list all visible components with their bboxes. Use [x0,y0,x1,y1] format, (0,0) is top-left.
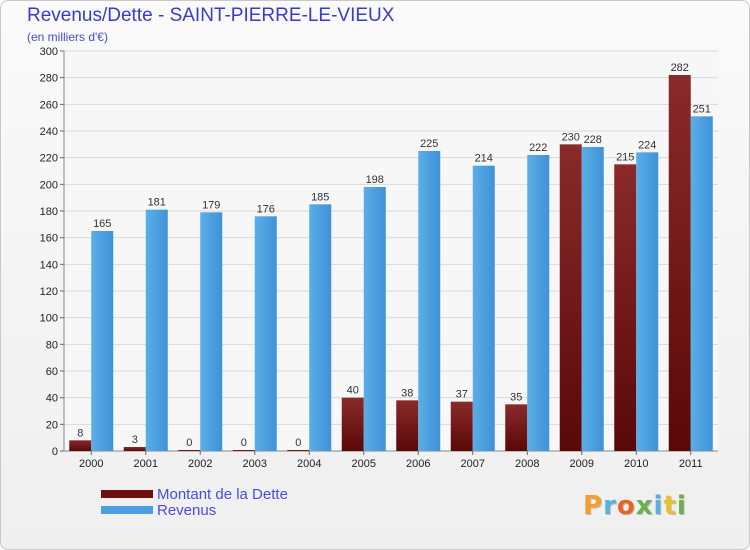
y-tick-label: 240 [40,126,58,138]
bar-revenus [91,231,114,451]
data-label: 181 [148,197,166,209]
data-label: 198 [366,174,384,186]
bar-revenus [636,152,659,452]
data-label: 230 [562,131,580,143]
y-tick-label: 260 [40,99,58,111]
data-label: 38 [401,387,413,399]
x-tick-label: 2006 [406,458,430,470]
bar-dette [505,404,528,451]
legend-swatch-revenus [101,506,153,514]
bar-revenus [363,187,386,451]
data-label: 225 [420,138,438,150]
y-tick-label: 0 [52,446,58,458]
x-tick-label: 2008 [515,458,539,470]
bar-dette [341,397,364,451]
logo-letter: i [653,491,664,521]
data-label: 37 [456,389,468,401]
bar-dette [232,450,255,451]
bar-revenus [527,155,550,451]
bar-revenus [690,116,713,451]
bar-revenus [418,151,441,451]
y-tick-label: 60 [46,366,58,378]
data-label: 179 [202,199,220,211]
data-label: 224 [638,139,656,151]
bar-dette [178,450,201,451]
bar-revenus [581,147,604,451]
legend-label-dette: Montant de la Dette [157,486,288,503]
data-label: 176 [257,203,275,215]
logo-letter: t [663,491,677,521]
bar-dette [614,164,637,452]
x-tick-label: 2003 [243,458,267,470]
data-label: 0 [186,437,192,449]
data-label: 282 [671,62,689,74]
x-tick-label: 2001 [134,458,158,470]
legend-label-revenus: Revenus [157,502,217,519]
y-tick-label: 100 [40,313,58,325]
bar-dette [668,75,691,451]
bar-dette [123,447,146,451]
data-label: 215 [616,151,634,163]
data-label: 3 [132,434,138,446]
x-tick-label: 2009 [570,458,594,470]
data-label: 8 [77,427,83,439]
x-tick-label: 2002 [188,458,212,470]
bar-revenus [472,165,495,451]
bar-dette [396,400,419,451]
y-tick-label: 20 [46,419,58,431]
data-label: 228 [584,134,602,146]
logo-letter: o [616,491,636,521]
data-label: 214 [475,153,493,165]
y-tick-label: 200 [40,179,58,191]
proxiti-logo: Proxiti [583,491,687,521]
chart-title: Revenus/Dette - SAINT-PIERRE-LE-VIEUX [27,5,395,26]
data-label: 185 [311,191,329,203]
y-tick-label: 280 [40,73,58,85]
bar-dette [559,144,582,452]
x-tick-label: 2010 [624,458,648,470]
plot-area [64,51,718,451]
logo-letter: i [676,491,687,521]
bar-revenus [254,216,277,451]
y-tick-label: 120 [40,286,58,298]
y-tick-label: 300 [40,46,58,58]
bar-revenus [200,212,223,451]
data-label: 0 [241,437,247,449]
y-tick-label: 40 [46,393,58,405]
logo-letter: P [583,491,604,521]
bar-revenus [309,204,332,451]
data-label: 35 [510,391,522,403]
y-tick-label: 160 [40,233,58,245]
data-label: 165 [93,218,111,230]
bar-revenus [145,209,168,451]
y-tick-label: 180 [40,206,58,218]
y-tick-label: 220 [40,153,58,165]
data-label: 0 [295,437,301,449]
x-tick-label: 2000 [79,458,103,470]
bar-dette [450,401,473,451]
data-label: 222 [529,142,547,154]
chart-subtitle: (en milliers d'€) [27,30,108,44]
x-tick-label: 2011 [679,458,703,470]
bar-dette [287,450,310,451]
logo-letter: r [603,491,617,521]
logo-letter: x [635,491,654,521]
data-label: 251 [693,103,711,115]
legend-swatch-dette [101,490,153,498]
y-tick-label: 80 [46,339,58,351]
bar-dette [69,440,92,451]
x-tick-label: 2005 [352,458,376,470]
x-tick-label: 2007 [461,458,485,470]
data-label: 40 [347,385,359,397]
y-tick-label: 140 [40,259,58,271]
x-tick-label: 2004 [297,458,321,470]
